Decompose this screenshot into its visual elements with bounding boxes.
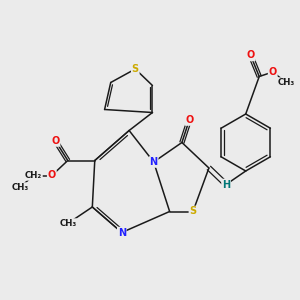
Text: O: O	[51, 136, 60, 146]
Text: S: S	[189, 206, 197, 217]
Text: O: O	[185, 115, 194, 125]
Text: N: N	[150, 157, 158, 167]
Text: S: S	[132, 64, 139, 74]
Text: N: N	[118, 227, 126, 238]
Text: O: O	[48, 170, 56, 181]
Text: H: H	[222, 179, 230, 190]
Text: O: O	[247, 50, 255, 61]
Text: CH₃: CH₃	[11, 183, 28, 192]
Text: CH₂: CH₂	[25, 171, 42, 180]
Text: CH₃: CH₃	[278, 78, 295, 87]
Text: O: O	[268, 67, 277, 77]
Text: CH₃: CH₃	[59, 219, 76, 228]
